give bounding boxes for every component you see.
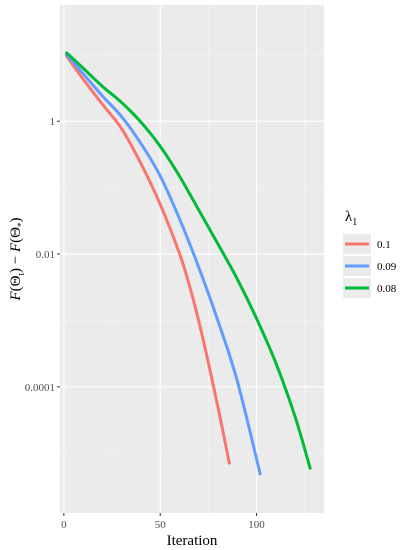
legend-label: 0.08 — [377, 283, 397, 295]
series-layer — [64, 50, 312, 476]
grid-minor — [60, 5, 324, 513]
x-tick-label: 100 — [248, 519, 265, 531]
svg-text:F(Θt) − F(Θ*): F(Θt) − F(Θ*) — [8, 218, 26, 302]
plot-panel — [60, 5, 324, 513]
x-tick-label: 50 — [155, 519, 167, 531]
legend-label: 0.1 — [377, 239, 391, 251]
y-tick-label: 0.0001 — [25, 382, 55, 394]
y-axis-title: F(Θt) − F(Θ*) — [8, 218, 26, 302]
x-axis-title: Iteration — [167, 533, 218, 549]
legend: λ1 0.1 0.09 0.08 — [343, 209, 397, 298]
legend-label: 0.09 — [377, 261, 397, 273]
y-tick-label: 0.01 — [36, 249, 55, 261]
grid-major — [60, 5, 324, 513]
series-line-0 — [64, 53, 232, 465]
ticks-layer: 0 50 100 1 0.01 0.0001 — [25, 116, 266, 531]
x-tick-label: 0 — [61, 519, 67, 531]
series-line-2 — [64, 50, 312, 470]
y-tick-label: 1 — [50, 116, 56, 128]
series-line-1 — [64, 52, 262, 476]
legend-title: λ1 — [345, 209, 357, 228]
